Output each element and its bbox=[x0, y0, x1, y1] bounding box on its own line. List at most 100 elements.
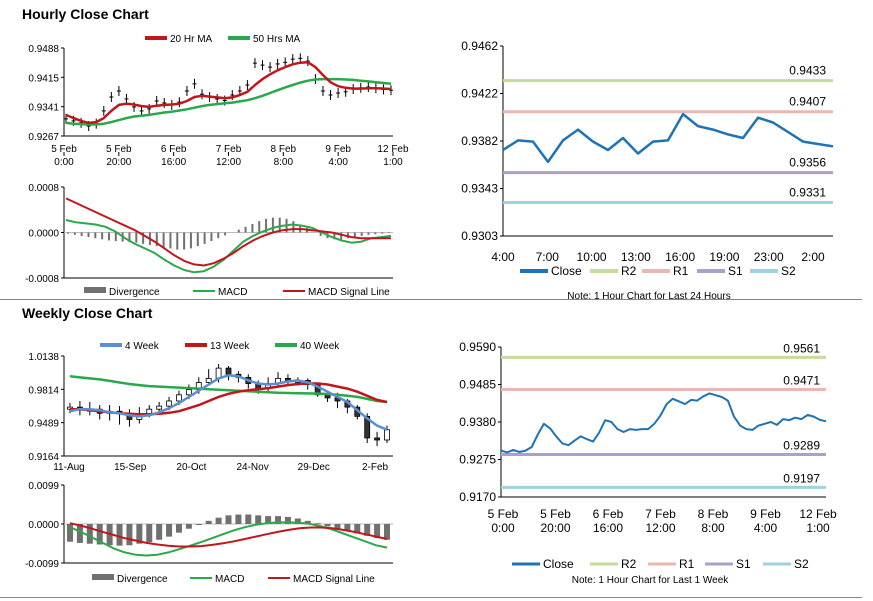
hourly-price-ma50-line bbox=[65, 77, 392, 126]
hourly-24h-x-tick-label: 13:00 bbox=[621, 250, 651, 264]
weekly-price-y-tick-label: 1.0138 bbox=[28, 352, 59, 363]
hourly-price-y-tick-label: 0.9415 bbox=[28, 73, 59, 84]
section-divider bbox=[0, 299, 862, 300]
hourly-price-y-tick-label: 0.9341 bbox=[28, 103, 59, 114]
weekly-section-title: Weekly Close Chart bbox=[22, 305, 153, 321]
hourly-24h-x-tick-label: 16:00 bbox=[665, 250, 695, 264]
weekly-macd-divergence-bar bbox=[364, 524, 371, 536]
weekly-hourly-legend-label: R1 bbox=[679, 557, 695, 571]
hourly-24h-r1-label: 0.9407 bbox=[789, 95, 826, 109]
weekly-macd-divergence-bar bbox=[314, 523, 321, 525]
bottom-divider bbox=[0, 597, 862, 598]
hourly-24h-r2-label: 0.9433 bbox=[789, 64, 826, 78]
weekly-macd-divergence-bar bbox=[76, 524, 83, 543]
hourly-price-legend-label: 50 Hrs MA bbox=[253, 34, 301, 45]
weekly-macd-divergence-bar bbox=[284, 516, 291, 524]
weekly-price-x-tick-label: 11-Aug bbox=[53, 462, 85, 473]
weekly-macd-divergence-bar bbox=[156, 524, 163, 540]
hourly-24h-s1-label: 0.9356 bbox=[789, 156, 826, 170]
hourly-price-x-tick-label: 5 Feb bbox=[51, 144, 77, 155]
weekly-price-candle-body bbox=[176, 394, 182, 402]
weekly-price-x-tick-label: 20-Oct bbox=[176, 462, 206, 473]
weekly-macd-legend-label: MACD Signal Line bbox=[293, 574, 375, 585]
weekly-price-candle-body bbox=[205, 377, 212, 383]
weekly-macd-divergence-bar bbox=[215, 517, 222, 524]
hourly-24h-note: Note: 1 Hour Chart for Last 24 Hours bbox=[567, 291, 730, 302]
hourly-24h-y-tick-label: 0.9343 bbox=[461, 182, 498, 196]
hourly-price-x-tick-label: 4:00 bbox=[328, 157, 348, 168]
weekly-hourly-legend-label: S2 bbox=[794, 557, 809, 571]
weekly-macd-divergence-bar bbox=[185, 524, 192, 529]
weekly-macd-divergence-bar bbox=[205, 520, 212, 524]
weekly-macd-divergence-bar bbox=[166, 524, 173, 537]
weekly-macd-divergence-bar bbox=[275, 516, 282, 524]
hourly-price-ma20-line bbox=[65, 61, 392, 125]
weekly-hourly-x-tick-label: 7 Feb bbox=[645, 507, 676, 521]
hourly-24h-y-tick-label: 0.9422 bbox=[461, 87, 498, 101]
weekly-hourly-x-tick-label: 6 Feb bbox=[593, 507, 624, 521]
weekly-macd-divergence-bar bbox=[146, 524, 153, 543]
weekly-hourly-x-tick-label: 12:00 bbox=[645, 521, 675, 535]
weekly-macd-divergence-bar bbox=[245, 514, 252, 524]
weekly-macd-divergence-bar bbox=[116, 524, 123, 546]
weekly-price-candle-body bbox=[364, 415, 371, 439]
hourly-24h-y-tick-label: 0.9382 bbox=[461, 134, 498, 148]
weekly-macd-divergence-bar bbox=[126, 524, 133, 546]
hourly-macd-macd-line bbox=[65, 219, 392, 274]
weekly-macd-divergence-bar bbox=[67, 524, 73, 542]
hourly-price-legend-label: 20 Hr MA bbox=[170, 34, 213, 45]
hourly-24h-y-tick-label: 0.9462 bbox=[461, 39, 498, 53]
weekly-macd-divergence-bar bbox=[255, 515, 262, 524]
hourly-macd-y-tick-label: 0.0000 bbox=[28, 229, 59, 240]
weekly-macd-legend-label: MACD bbox=[215, 574, 244, 585]
hourly-macd-y-tick-label: 0.0008 bbox=[28, 183, 59, 194]
weekly-hourly-y-tick-label: 0.9485 bbox=[459, 378, 496, 392]
weekly-macd-divergence-bar bbox=[304, 520, 311, 524]
weekly-macd-divergence-bar bbox=[225, 515, 232, 524]
weekly-macd-divergence-bar bbox=[344, 524, 351, 532]
hourly-24h-x-tick-label: 4:00 bbox=[491, 250, 515, 264]
weekly-macd-macd-line bbox=[69, 521, 388, 557]
hourly-price-x-tick-label: 8:00 bbox=[274, 157, 294, 168]
hourly-24h-legend-label: S2 bbox=[781, 264, 796, 278]
weekly-macd-divergence-bar bbox=[334, 524, 341, 529]
weekly-hourly-r2-label: 0.9561 bbox=[783, 341, 820, 355]
weekly-price-candle-body bbox=[225, 367, 232, 375]
hourly-24h-x-tick-label: 10:00 bbox=[577, 250, 607, 264]
hourly-24h-s2-label: 0.9331 bbox=[789, 186, 826, 200]
hourly-24h-close-line bbox=[502, 112, 834, 164]
weekly-hourly-x-tick-label: 5 Feb bbox=[488, 507, 519, 521]
weekly-hourly-y-tick-label: 0.9590 bbox=[459, 340, 496, 354]
weekly-macd-legend-label: Divergence bbox=[117, 574, 168, 585]
weekly-macd-y-tick-label: 0.0000 bbox=[28, 520, 59, 531]
hourly-24h-y-tick-label: 0.9303 bbox=[461, 229, 498, 243]
hourly-price-x-tick-label: 7 Feb bbox=[216, 144, 242, 155]
hourly-macd-signal-line bbox=[65, 197, 391, 267]
hourly-macd-y-tick-label: -0.0008 bbox=[25, 274, 59, 285]
weekly-hourly-x-tick-label: 0:00 bbox=[491, 521, 515, 535]
weekly-price-candle-body bbox=[374, 437, 380, 441]
hourly-macd-legend-label: MACD bbox=[218, 287, 247, 298]
weekly-price-y-tick-label: 0.9489 bbox=[28, 419, 59, 430]
weekly-hourly-y-tick-label: 0.9275 bbox=[459, 453, 496, 467]
hourly-price-x-tick-label: 12:00 bbox=[216, 157, 241, 168]
hourly-price-x-tick-label: 0:00 bbox=[54, 157, 74, 168]
weekly-macd-divergence-bar bbox=[354, 524, 361, 534]
weekly-price-4week-line bbox=[69, 374, 388, 431]
weekly-hourly-note: Note: 1 Hour Chart for Last 1 Week bbox=[572, 575, 730, 586]
weekly-hourly-close-line bbox=[500, 392, 827, 454]
weekly-macd-divergence-bar bbox=[86, 524, 93, 544]
weekly-price-y-tick-label: 0.9814 bbox=[28, 385, 59, 396]
weekly-hourly-x-tick-label: 8 Feb bbox=[698, 507, 729, 521]
weekly-hourly-x-tick-label: 4:00 bbox=[754, 521, 778, 535]
hourly-price-x-tick-label: 8 Feb bbox=[271, 144, 297, 155]
weekly-hourly-legend-label: Close bbox=[543, 557, 574, 571]
weekly-price-candle-body bbox=[384, 429, 390, 441]
hourly-macd-legend-swatch bbox=[84, 287, 106, 293]
weekly-macd-divergence-bar bbox=[136, 524, 143, 544]
hourly-24h-x-tick-label: 7:00 bbox=[536, 250, 560, 264]
hourly-price-x-tick-label: 16:00 bbox=[161, 157, 186, 168]
weekly-macd-legend-swatch bbox=[92, 574, 114, 580]
hourly-macd-legend-label: MACD Signal Line bbox=[308, 287, 390, 298]
